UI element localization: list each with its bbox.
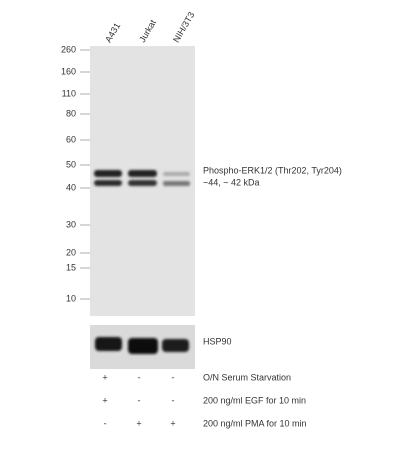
treatment-label: 200 ng/ml EGF for 10 min [203, 395, 306, 405]
marker-label: 20 [66, 247, 76, 257]
treatment-sign: - [104, 418, 107, 428]
target-size: ~44, ~ 42 kDa [203, 177, 260, 187]
treatment-label: O/N Serum Starvation [203, 372, 291, 382]
marker-label: 15 [66, 262, 76, 272]
marker-label: 260 [61, 44, 76, 54]
lane-label: Jurkat [137, 18, 158, 45]
treatment-sign: - [138, 395, 141, 405]
marker-label: 60 [66, 134, 76, 144]
lane-label: NIH/3T3 [171, 10, 196, 44]
loading-label: HSP90 [203, 336, 232, 346]
bands [94, 170, 190, 354]
treatment-sign: + [102, 395, 107, 405]
treatment-sign: - [172, 395, 175, 405]
marker-label: 40 [66, 182, 76, 192]
marker-label: 30 [66, 219, 76, 229]
treatment-sign: + [136, 418, 141, 428]
marker-label: 50 [66, 159, 76, 169]
treatment-sign: - [138, 372, 141, 382]
marker-label: 10 [66, 293, 76, 303]
marker-label: 80 [66, 108, 76, 118]
treatment-sign: + [102, 372, 107, 382]
marker-label: 110 [62, 88, 76, 98]
target-label: Phospho-ERK1/2 (Thr202, Tyr204) [203, 165, 342, 175]
treatment-sign: + [170, 418, 175, 428]
marker-label: 160 [61, 66, 76, 76]
treatment-label: 200 ng/ml PMA for 10 min [203, 418, 307, 428]
treatment-sign: - [172, 372, 175, 382]
lane-label: A431 [103, 21, 122, 44]
